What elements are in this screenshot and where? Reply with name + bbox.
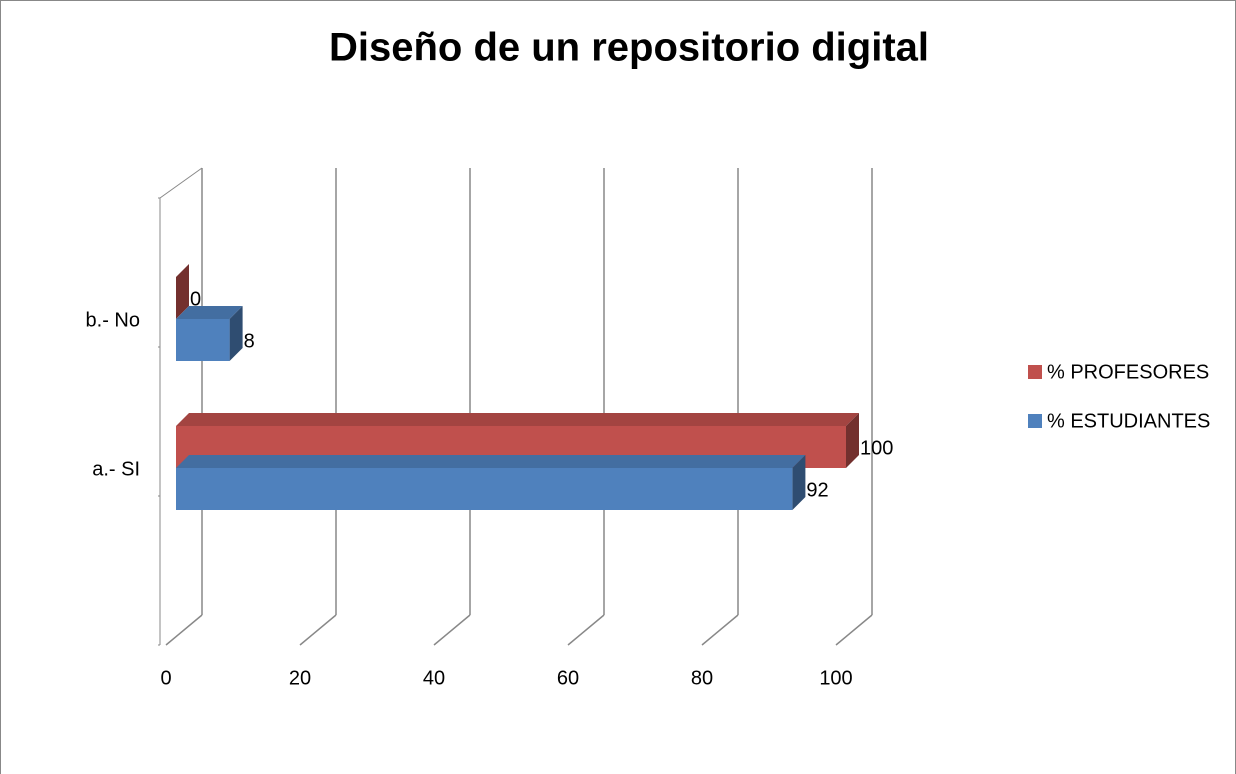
legend-label: % PROFESORES [1047,361,1209,383]
bar [176,306,243,361]
y-tick-label: a.- SI [92,458,140,480]
grid-line [433,614,471,646]
axis-line [159,167,203,199]
legend-swatch [1028,365,1042,379]
bar [176,264,189,319]
data-label: 0 [190,288,201,310]
bar-face [176,306,243,319]
data-label: 92 [806,479,828,501]
x-tick-label: 20 [289,667,311,689]
grid-line [299,614,337,646]
data-label: 8 [244,330,255,352]
x-tick-label: 40 [423,667,445,689]
bar-face [176,413,859,426]
x-tick-label: 60 [557,667,579,689]
grid-line [165,614,203,646]
bar-face [846,413,859,468]
bar-face [792,455,806,510]
bar-face [176,319,230,361]
bar [176,455,806,510]
grid-line [701,614,739,646]
data-label: 100 [860,437,893,459]
x-tick-label: 80 [691,667,713,689]
y-tick-label: b.- No [86,309,140,331]
grid-line [567,614,605,646]
bar-face [176,468,793,510]
x-tick-label: 100 [819,667,852,689]
legend-label: % ESTUDIANTES [1047,410,1210,432]
bar-face [176,264,189,319]
chart-title: Diseño de un repositorio digital [329,26,929,70]
x-tick-label: 0 [160,667,171,689]
grid-line [835,614,873,646]
bar-face [229,306,243,361]
legend-swatch [1028,414,1042,428]
bar-face [176,455,806,468]
